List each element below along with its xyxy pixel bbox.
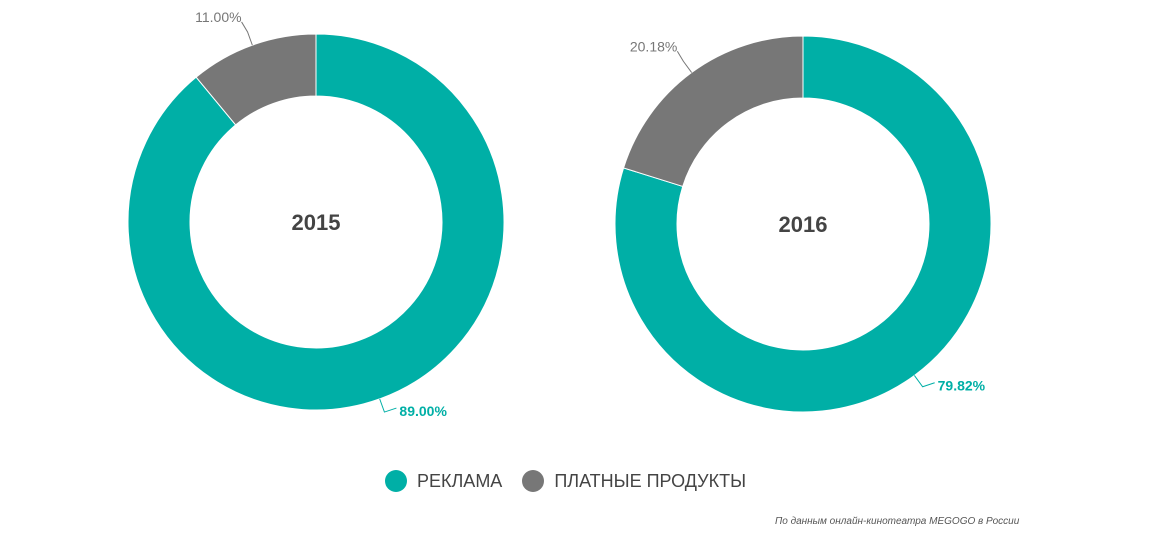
slice-label: 89.00%: [399, 403, 447, 419]
chart-title: 2016: [779, 212, 828, 237]
donut-slice: [622, 35, 804, 188]
legend-item-ads: РЕКЛАМА: [385, 470, 502, 492]
slice-label: 11.00%: [195, 9, 241, 25]
legend-item-paid: ПЛАТНЫЕ ПРОДУКТЫ: [522, 470, 746, 492]
donut-slice: [195, 33, 317, 126]
donut-slice: [127, 33, 505, 411]
leader-line: [241, 21, 253, 46]
chart-title: 2015: [292, 210, 341, 235]
leader-line: [379, 398, 397, 413]
legend: РЕКЛАМА ПЛАТНЫЕ ПРОДУКТЫ: [385, 470, 766, 492]
slice-label: 79.82%: [938, 378, 986, 394]
leader-line: [913, 375, 935, 388]
legend-swatch: [385, 470, 407, 492]
legend-label: РЕКЛАМА: [417, 470, 503, 491]
legend-label: ПЛАТНЫЕ ПРОДУКТЫ: [554, 470, 747, 491]
legend-swatch: [522, 470, 545, 492]
leader-line: [676, 50, 693, 73]
slice-label: 20.18%: [630, 38, 677, 54]
donut-slice: [614, 35, 992, 413]
source-note: По данным онлайн-кинотеатра MEGOGO в Рос…: [775, 516, 1020, 527]
